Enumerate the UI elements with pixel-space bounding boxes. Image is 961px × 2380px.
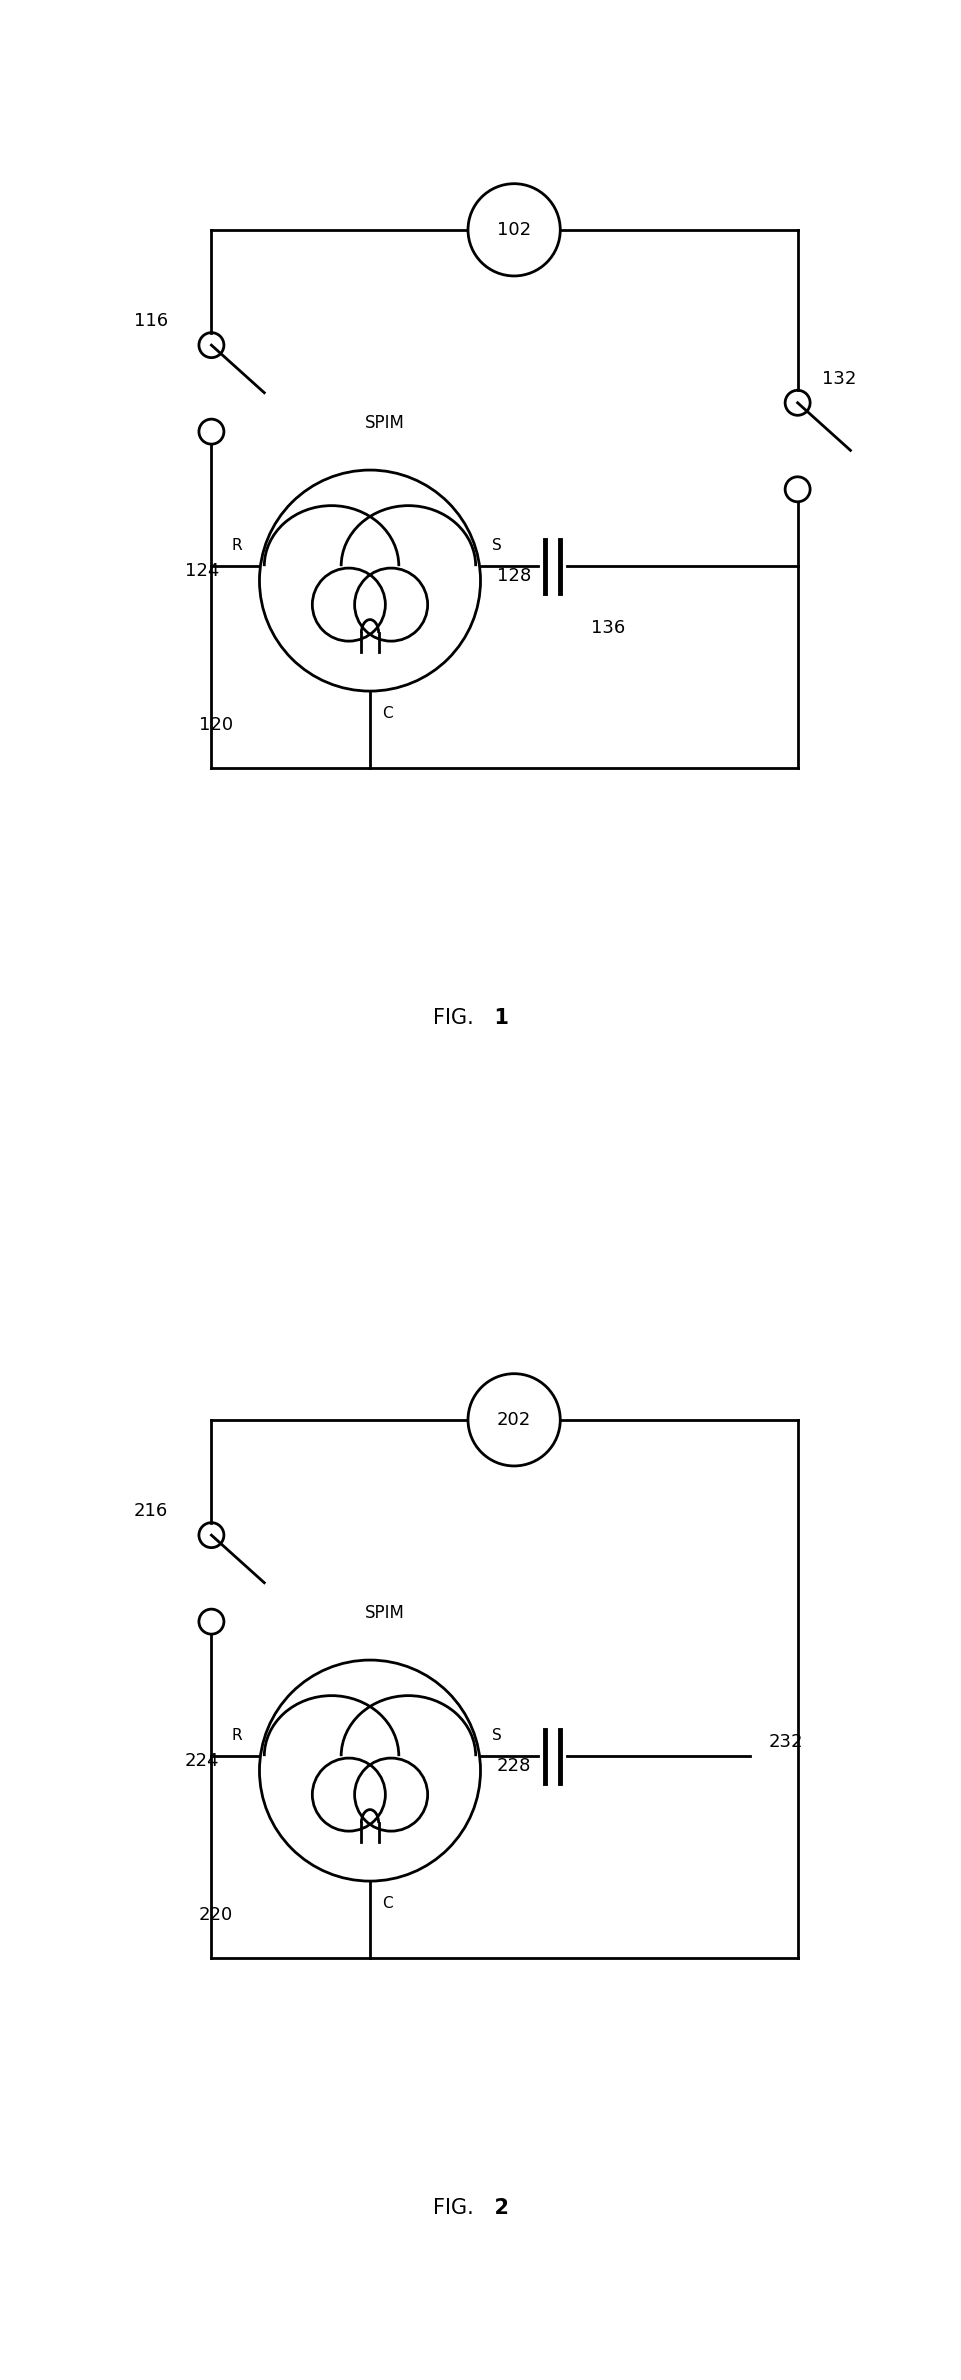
Text: 224: 224 [185,1752,219,1771]
Text: 220: 220 [199,1906,234,1923]
Text: R: R [232,538,242,552]
Text: FIG.: FIG. [433,2197,480,2218]
Circle shape [468,183,560,276]
Text: 116: 116 [134,312,168,331]
Text: 216: 216 [134,1502,168,1521]
Text: 232: 232 [769,1733,803,1752]
Text: C: C [382,1894,393,1911]
Text: C: C [382,704,393,721]
Text: 1: 1 [480,1007,509,1028]
Text: 102: 102 [497,221,531,238]
Text: R: R [232,1728,242,1742]
Text: 2: 2 [480,2197,509,2218]
Text: 136: 136 [591,619,626,638]
Text: 202: 202 [497,1411,531,1428]
Text: SPIM: SPIM [364,1604,405,1621]
Text: S: S [492,1728,502,1742]
Text: 120: 120 [199,716,234,733]
Text: 128: 128 [497,566,531,585]
Text: 228: 228 [497,1756,531,1775]
Text: S: S [492,538,502,552]
Text: FIG.: FIG. [433,1007,480,1028]
Text: 132: 132 [822,369,856,388]
Circle shape [468,1373,560,1466]
Text: SPIM: SPIM [364,414,405,431]
Text: 124: 124 [185,562,219,581]
